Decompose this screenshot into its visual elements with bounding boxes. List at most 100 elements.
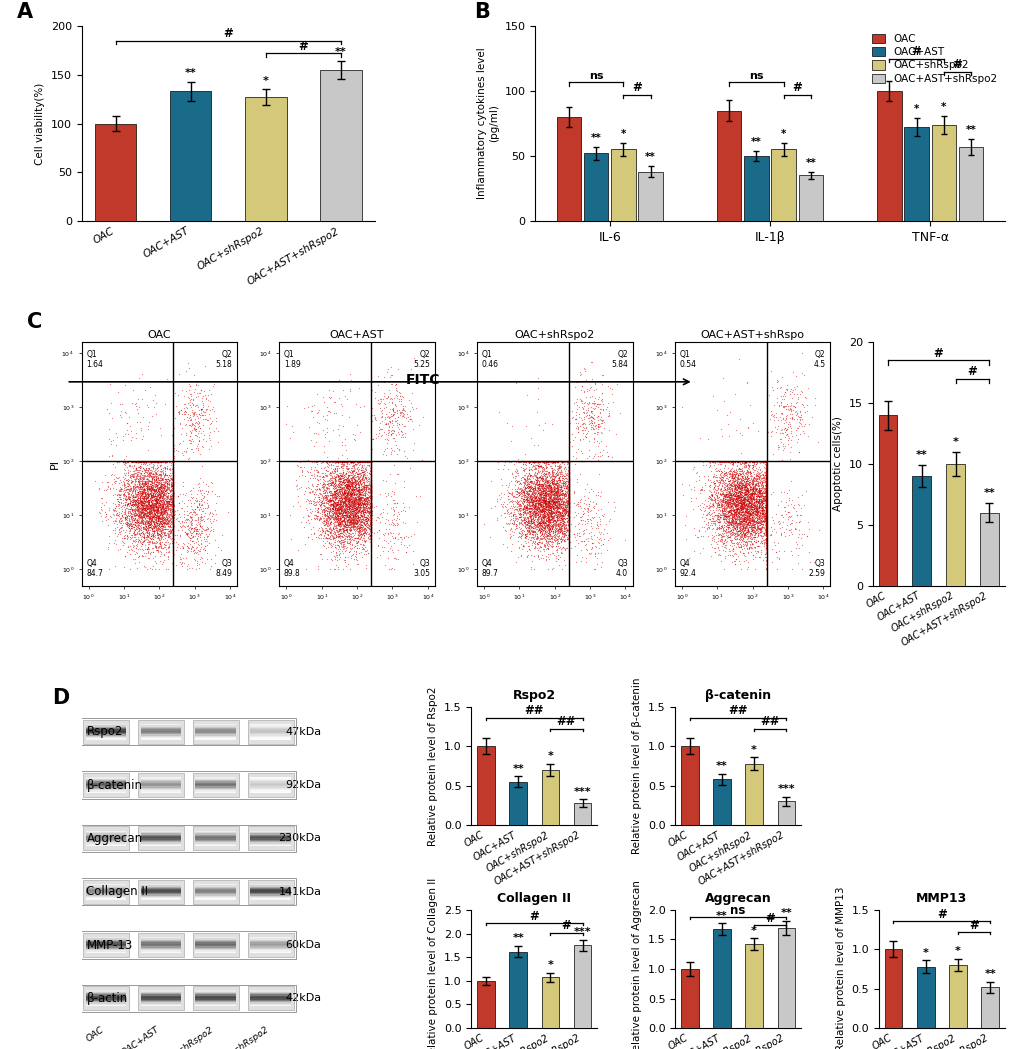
Point (542, 487, 558, 504)
Point (395, 529, 412, 545)
Point (361, 499, 377, 516)
Point (138, 496, 154, 513)
Point (720, 493, 737, 510)
Point (161, 522, 177, 539)
Point (352, 489, 368, 506)
Point (360, 507, 376, 523)
Point (777, 381, 794, 398)
Point (119, 504, 136, 520)
Point (757, 511, 773, 528)
Point (354, 492, 370, 509)
Point (125, 496, 142, 513)
Point (344, 515, 361, 532)
Point (703, 497, 719, 514)
Point (541, 466, 557, 483)
Bar (141, 787, 181, 788)
Point (742, 486, 758, 502)
Point (342, 486, 359, 502)
Point (137, 493, 153, 510)
Point (516, 505, 532, 521)
Point (371, 414, 387, 431)
Point (347, 501, 364, 518)
Point (548, 487, 565, 504)
Point (548, 516, 565, 533)
Point (165, 483, 181, 499)
Point (555, 492, 572, 509)
Bar (251, 939, 290, 940)
Point (333, 490, 350, 507)
Point (529, 490, 545, 507)
Point (559, 507, 576, 523)
Bar (141, 947, 181, 949)
Point (350, 502, 366, 519)
Point (565, 484, 581, 500)
Point (533, 504, 549, 520)
Point (109, 518, 125, 535)
Point (716, 464, 733, 480)
Point (758, 528, 774, 544)
Point (736, 510, 752, 527)
Point (324, 524, 340, 541)
Point (357, 476, 373, 493)
Point (548, 507, 565, 523)
Point (774, 514, 791, 531)
Point (124, 463, 141, 479)
Point (352, 517, 368, 534)
Point (542, 498, 558, 515)
Point (537, 466, 553, 483)
Point (527, 453, 543, 470)
Point (348, 513, 365, 530)
Point (723, 469, 740, 486)
Point (715, 510, 732, 527)
Point (529, 489, 545, 506)
Point (757, 509, 773, 526)
Point (573, 541, 589, 558)
Point (117, 465, 133, 481)
Point (730, 521, 746, 538)
Point (742, 481, 758, 498)
Point (790, 529, 806, 545)
Point (522, 488, 538, 505)
Point (135, 514, 151, 531)
Point (559, 505, 576, 521)
Point (126, 489, 143, 506)
Point (548, 494, 565, 511)
Point (116, 504, 132, 520)
Point (734, 500, 750, 517)
Point (362, 466, 378, 483)
Point (559, 520, 576, 537)
Point (753, 522, 769, 539)
Point (114, 476, 130, 493)
Point (517, 506, 533, 522)
Point (719, 495, 736, 512)
Point (335, 508, 352, 524)
Point (718, 478, 735, 495)
Point (118, 530, 135, 547)
Point (737, 475, 753, 492)
Point (132, 519, 149, 536)
Point (750, 509, 766, 526)
Bar (141, 885, 181, 886)
Point (363, 486, 379, 502)
Point (363, 508, 379, 524)
Point (747, 521, 763, 538)
Point (734, 519, 750, 536)
Point (538, 517, 554, 534)
Point (751, 519, 767, 536)
Point (344, 465, 361, 481)
Point (360, 489, 376, 506)
Point (553, 509, 570, 526)
Point (735, 493, 751, 510)
Point (322, 551, 338, 568)
Point (355, 464, 371, 480)
Point (531, 515, 547, 532)
Point (323, 496, 339, 513)
Point (757, 479, 773, 496)
Point (153, 529, 169, 545)
Point (529, 499, 545, 516)
Point (550, 497, 567, 514)
Point (155, 523, 171, 540)
Point (326, 485, 342, 501)
Point (165, 485, 181, 501)
Point (539, 511, 555, 528)
